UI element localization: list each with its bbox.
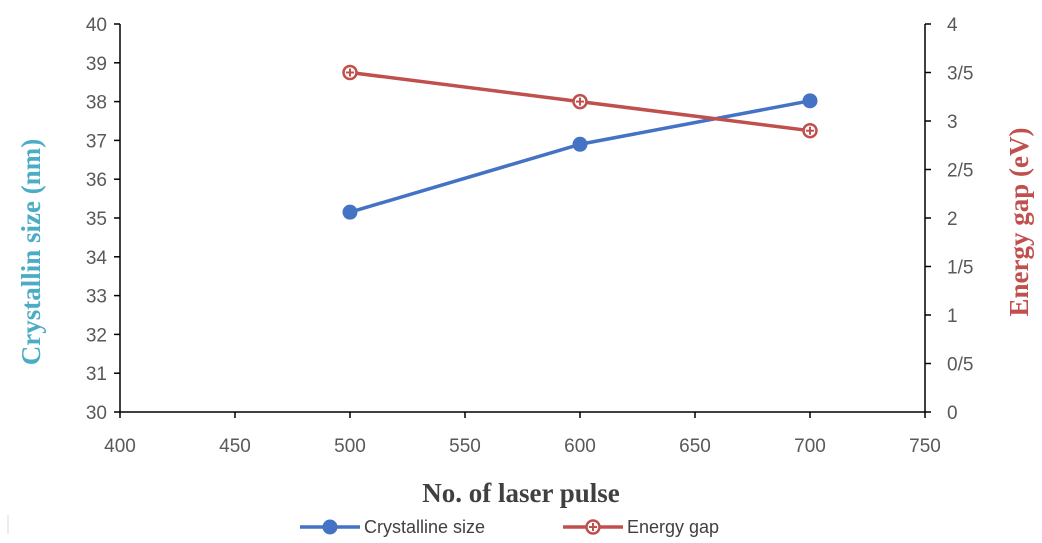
y2-tick-label: 4 — [947, 15, 958, 36]
legend-marker — [322, 519, 338, 535]
x-tick-label: 550 — [449, 436, 481, 457]
y-tick-label: 33 — [86, 287, 107, 308]
x-tick-label: 500 — [334, 436, 366, 457]
data-point — [802, 122, 818, 139]
x-axis-ticks: 400 450 500 550 600 650 700 750 — [104, 412, 941, 457]
legend-item: Crystalline size — [300, 517, 485, 537]
data-point — [572, 136, 588, 152]
y-tick-label: 40 — [86, 15, 107, 36]
y2-tick-label: 1/5 — [947, 258, 973, 279]
x-tick-label: 650 — [679, 436, 711, 457]
y2-tick-label: 2/5 — [947, 161, 973, 182]
x-tick-label: 700 — [794, 436, 826, 457]
y-tick-label: 39 — [86, 54, 107, 75]
y2-tick-label: 0 — [947, 403, 958, 424]
data-point — [802, 93, 818, 109]
x-axis-title: No. of laser pulse — [422, 478, 620, 508]
y2-tick-label: 3 — [947, 112, 958, 133]
legend-item: Energy gap — [563, 517, 719, 537]
x-tick-label: 750 — [909, 436, 941, 457]
y2-tick-label: 2 — [947, 209, 958, 230]
right-y-axis-ticks: 0 0/5 1 1/5 2 2/5 3 3/5 4 — [925, 15, 973, 424]
y-tick-label: 30 — [86, 403, 107, 424]
x-tick-label: 450 — [219, 436, 251, 457]
y-tick-label: 38 — [86, 93, 107, 114]
left-y-axis-title: Crystallin size (nm) — [16, 139, 46, 365]
data-point — [572, 93, 588, 110]
y-tick-label: 36 — [86, 170, 107, 191]
y-tick-label: 37 — [86, 131, 107, 152]
series-layer — [342, 64, 818, 220]
y-tick-label: 35 — [86, 209, 107, 230]
y-tick-label: 32 — [86, 325, 107, 346]
x-tick-label: 400 — [104, 436, 136, 457]
legend-marker — [585, 519, 601, 535]
data-point — [342, 204, 358, 220]
y2-tick-label: 3/5 — [947, 64, 973, 85]
y2-tick-label: 1 — [947, 306, 958, 327]
right-y-axis-title: Energy gap (eV) — [1004, 128, 1034, 317]
legend-label: Energy gap — [627, 517, 719, 537]
x-tick-label: 600 — [564, 436, 596, 457]
data-point — [342, 64, 358, 81]
y-tick-label: 34 — [86, 248, 108, 269]
legend-label: Crystalline size — [364, 517, 485, 537]
series-line-1 — [349, 99, 811, 214]
y2-tick-label: 0/5 — [947, 355, 973, 376]
left-y-axis-ticks: 30 31 32 33 34 35 36 37 38 39 40 — [86, 15, 120, 424]
legend: Crystalline size Energy gap — [300, 517, 719, 537]
y-tick-label: 31 — [86, 364, 107, 385]
